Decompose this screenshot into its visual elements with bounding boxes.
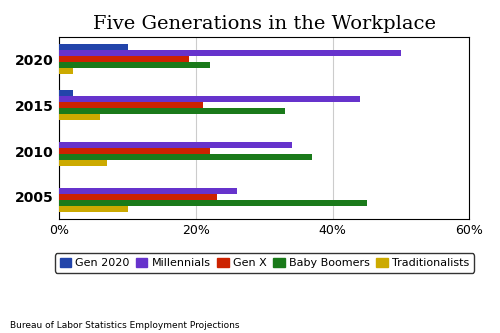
- Bar: [60, 154, 312, 160]
- Legend: Gen 2020, Millennials, Gen X, Baby Boomers, Traditionalists: Gen 2020, Millennials, Gen X, Baby Boome…: [55, 253, 474, 273]
- Bar: [60, 68, 73, 74]
- Bar: [60, 96, 360, 102]
- Bar: [60, 148, 210, 154]
- Bar: [60, 206, 128, 212]
- Bar: [60, 102, 203, 108]
- Bar: [60, 56, 190, 62]
- Bar: [60, 188, 237, 194]
- Bar: [60, 50, 401, 56]
- Text: Bureau of Labor Statistics Employment Projections: Bureau of Labor Statistics Employment Pr…: [10, 321, 239, 330]
- Bar: [60, 200, 367, 206]
- Bar: [60, 114, 100, 120]
- Bar: [60, 44, 128, 50]
- Bar: [60, 62, 210, 68]
- Bar: [60, 108, 285, 114]
- Title: Five Generations in the Workplace: Five Generations in the Workplace: [93, 15, 436, 33]
- Bar: [60, 142, 292, 148]
- Bar: [60, 194, 216, 200]
- Bar: [60, 90, 73, 96]
- Bar: [60, 160, 108, 166]
